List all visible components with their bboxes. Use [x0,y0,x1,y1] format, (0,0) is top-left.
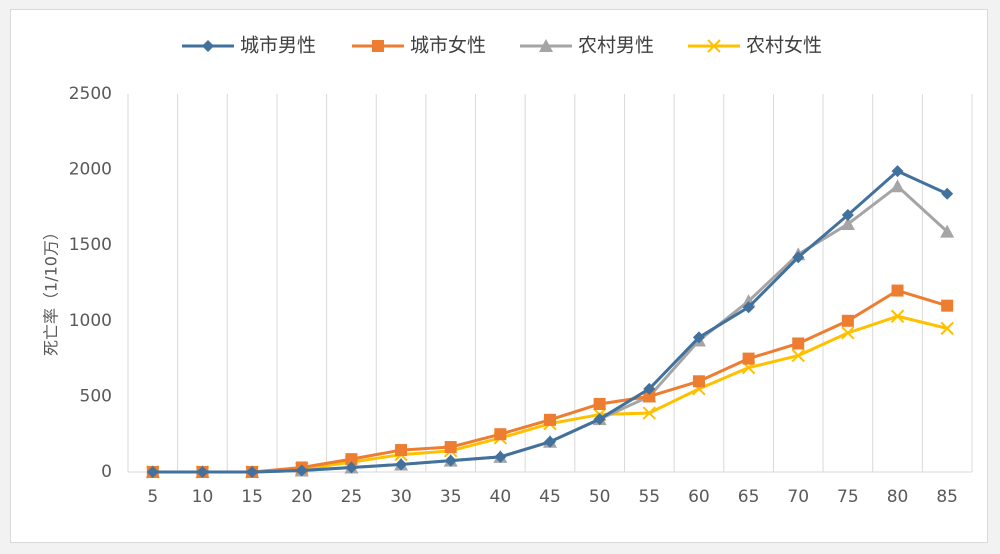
data-point-diamond [444,454,457,467]
data-point-square [544,413,556,426]
data-point-diamond [246,466,259,478]
data-point-square [792,337,805,350]
x-tick-label: 5 [147,487,158,507]
data-point-square [742,352,755,365]
legend-item-1: 城市男性 [182,35,316,57]
data-point-triangle [539,39,553,52]
legend-item-2: 城市女性 [352,35,486,57]
data-point-square [841,314,854,327]
x-tick-label: 80 [887,487,909,507]
data-point-diamond [792,251,805,264]
data-point-square [593,397,606,410]
y-tick-label: 1500 [69,235,112,255]
x-tick-label: 40 [490,487,512,507]
legend-item-3: 农村男性 [520,35,654,57]
series-line [152,314,948,474]
data-point-x [841,326,855,340]
data-point-diamond [544,435,556,448]
series-layer [145,165,955,479]
data-point-diamond [494,450,507,463]
x-tick-label: 45 [539,487,561,507]
data-point-square [345,453,358,466]
data-point-diamond [295,464,308,477]
data-point-square [372,40,384,52]
x-tick-label: 20 [291,487,313,507]
y-tick-label: 500 [80,386,112,406]
series-4 [146,309,954,479]
data-point-x [707,39,721,53]
x-tick-label: 15 [241,487,263,507]
legend-label: 农村女性 [746,35,822,57]
data-point-diamond [196,466,209,478]
data-point-diamond [941,187,954,200]
y-tick-label: 2000 [69,160,112,180]
data-point-diamond [146,466,159,478]
legend-item-4: 农村女性 [688,35,822,57]
data-point-square [692,375,705,388]
grid-layer [127,94,973,472]
data-point-triangle [940,224,955,238]
x-tick-label: 35 [440,487,462,507]
legend: 城市男性 城市女性 农村男性 农村女性 [182,35,822,57]
x-tick-label: 50 [589,487,611,507]
x-tick-label: 65 [738,487,760,507]
data-point-x [791,348,805,363]
x-tick-label: 70 [787,487,809,507]
x-tick-label: 25 [341,487,363,507]
data-point-diamond [643,382,656,395]
series-2 [146,284,954,478]
data-point-diamond [692,331,705,344]
x-tick-label: 55 [638,487,660,507]
series-1 [146,165,954,478]
data-point-diamond [841,208,854,221]
legend-label: 农村男性 [578,35,654,57]
data-point-triangle [890,179,905,193]
data-point-diamond [202,40,214,52]
y-tick-label: 0 [101,462,112,482]
x-tick-label: 85 [936,487,958,507]
data-point-square [643,390,656,403]
data-point-square [891,284,904,297]
data-point-diamond [742,301,755,314]
data-point-x [642,406,657,420]
data-point-square [941,299,954,312]
data-point-triangle [840,217,855,231]
y-tick-label: 2500 [69,84,112,104]
data-point-diamond [891,165,904,178]
y-tick-label: 1000 [69,311,112,331]
legend-label: 城市女性 [410,35,486,57]
data-point-diamond [395,458,408,471]
x-tick-label: 30 [390,487,412,507]
x-tick-label: 60 [688,487,710,507]
data-point-x [940,321,954,336]
y-axis-label: 死亡率（1/10万） [42,224,61,356]
series-line [152,169,948,474]
data-point-diamond [593,413,606,426]
data-point-square [444,441,457,454]
legend-label: 城市男性 [240,35,316,57]
data-point-square [395,444,408,457]
data-point-x [890,309,905,323]
data-point-square [494,428,507,441]
x-tick-label: 75 [837,487,859,507]
axis-layer: 0 500 1000 1500 2000 2500 5 10 15 20 25 30 35 40 45 50 5… [69,84,972,507]
data-point-diamond [345,461,358,474]
x-tick-label: 10 [192,487,214,507]
